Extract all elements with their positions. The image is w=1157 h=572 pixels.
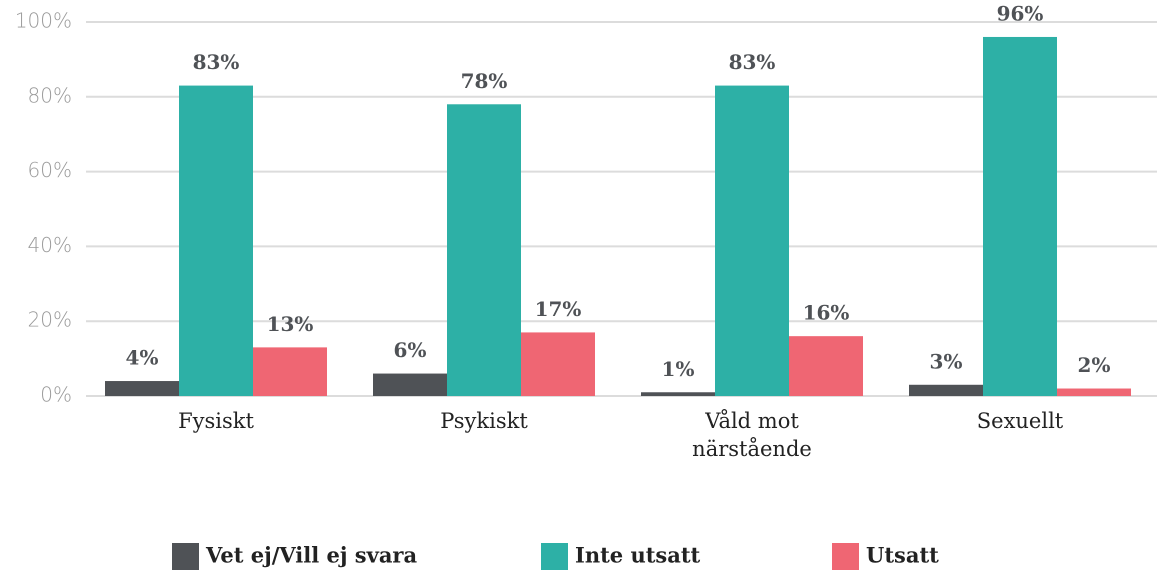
bar [253,347,327,396]
value-label: 78% [461,69,508,93]
legend-swatch [172,543,199,570]
value-label: 2% [1078,353,1111,377]
x-tick-label: Våld mot närstående [692,409,812,461]
legend-label: Vet ej/Vill ej svara [205,543,418,568]
bar [641,392,715,396]
value-label: 6% [394,338,427,362]
value-label: 4% [126,346,159,370]
value-label: 83% [193,50,240,74]
bar [105,381,179,396]
x-tick-label: Psykiskt [440,409,528,433]
y-tick-label: 40% [28,233,72,257]
bar [909,384,983,396]
y-tick-label: 20% [28,308,72,332]
legend-label: Utsatt [866,543,939,568]
value-label: 83% [729,50,776,74]
value-label: 13% [267,312,314,336]
bar [983,36,1057,397]
value-label: 96% [997,1,1044,25]
x-tick-label: Fysiskt [178,409,254,433]
value-label: 16% [803,301,850,325]
y-tick-label: 60% [28,158,72,182]
y-tick-label: 0% [40,383,72,407]
bar [373,373,447,396]
legend-label: Inte utsatt [575,543,701,568]
legend-swatch [541,543,568,570]
bar [447,104,521,396]
x-tick-label: Sexuellt [976,409,1064,433]
y-tick-label: 80% [28,83,72,107]
bar [715,85,789,396]
value-label: 3% [930,349,963,373]
bar [789,336,863,396]
bar [1057,388,1131,396]
value-label: 1% [662,357,695,381]
legend-swatch [832,543,859,570]
value-label: 17% [535,297,582,321]
bar [521,332,595,396]
bar [179,85,253,396]
y-tick-label: 100% [15,9,72,33]
